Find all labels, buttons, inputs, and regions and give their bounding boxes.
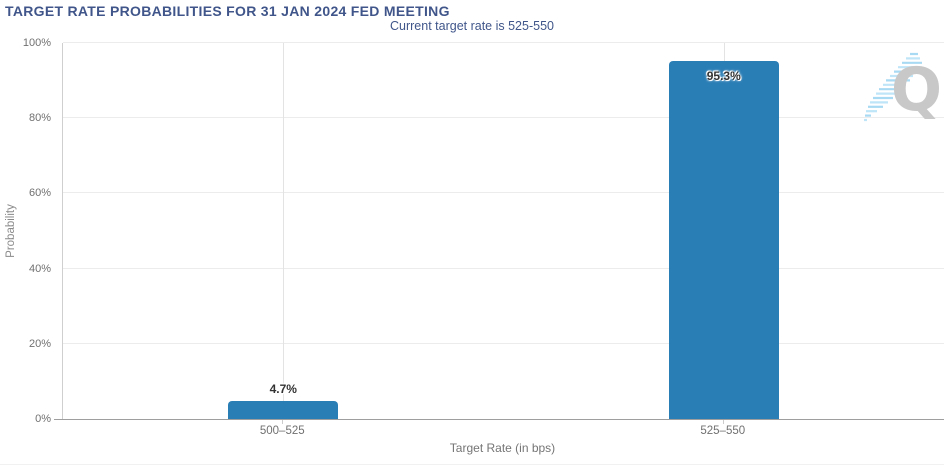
x-tick-mark bbox=[722, 420, 724, 424]
bar-525–550[interactable] bbox=[668, 60, 779, 419]
bar-value-label: 4.7% bbox=[269, 382, 297, 397]
y-tick-label: 100% bbox=[22, 37, 51, 49]
plot-area: 4.7% 95.3% bbox=[62, 42, 944, 419]
y-tick-label: 20% bbox=[28, 337, 51, 350]
y-tick-label: 40% bbox=[28, 262, 51, 275]
bar-500–525[interactable] bbox=[228, 401, 339, 419]
x-axis-ticks: 500–525 525–550 bbox=[62, 420, 943, 440]
h-gridline bbox=[63, 42, 944, 43]
h-gridline bbox=[63, 117, 944, 119]
h-gridline bbox=[63, 267, 944, 269]
x-axis-line bbox=[54, 419, 944, 420]
y-tick-label: 60% bbox=[28, 187, 51, 200]
h-gridline bbox=[63, 192, 944, 194]
h-gridline bbox=[63, 342, 944, 344]
watermark-q-letter: Q bbox=[891, 55, 942, 124]
chart-title: TARGET RATE PROBABILITIES FOR 31 JAN 202… bbox=[5, 3, 450, 19]
y-axis-ticks: 0% 20% 40% 60% 80% 100% bbox=[0, 37, 56, 425]
x-tick-label: 500–525 bbox=[259, 425, 305, 437]
y-tick-label: 80% bbox=[28, 112, 51, 125]
y-tick-label: 0% bbox=[35, 413, 51, 425]
x-tick-mark bbox=[282, 420, 284, 424]
x-tick-label: 525–550 bbox=[700, 425, 746, 437]
chart-subtitle: Current target rate is 525-550 bbox=[390, 19, 554, 33]
x-axis-title: Target Rate (in bps) bbox=[449, 441, 556, 455]
watermark-dashes bbox=[864, 52, 922, 122]
v-gridline bbox=[283, 43, 285, 419]
bar-value-label: 95.3% bbox=[706, 68, 741, 83]
watermark-q-logo: Q bbox=[858, 46, 942, 125]
